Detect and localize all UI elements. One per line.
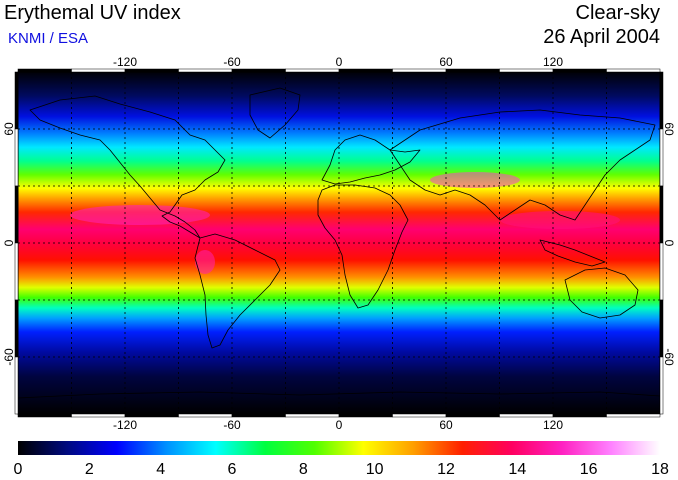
colorbar-tick-label: 18	[651, 461, 669, 478]
colorbar-tick-label: 6	[228, 461, 237, 478]
frame-segment	[14, 356, 19, 415]
map-title: Erythemal UV index	[4, 2, 181, 24]
frame-segment	[659, 71, 664, 130]
frame-segment	[14, 71, 19, 130]
lat-tick-label: 0	[2, 239, 16, 246]
frame-segment	[17, 413, 72, 418]
colorbar	[18, 441, 660, 455]
lat-tick-label: -60	[662, 348, 676, 366]
credit-label: KNMI / ESA	[8, 30, 89, 47]
frame-segment	[659, 128, 664, 187]
frame-segment	[659, 185, 664, 244]
frame-segment	[552, 68, 607, 73]
lon-ticks-bottom: -120 -60 0 60 120	[113, 418, 563, 432]
lon-tick-label: 0	[336, 418, 343, 432]
lon-tick-label: -60	[223, 55, 241, 69]
europe-outline	[321, 134, 421, 185]
colorbar-tick-label: 4	[156, 461, 165, 478]
lat-ticks-right: 60 0 -60	[662, 122, 676, 366]
colorbar-tick-label: 0	[14, 461, 23, 478]
colorbar-tick-label: 2	[85, 461, 94, 478]
lon-ticks-top: -120 -60 0 60 120	[113, 55, 563, 69]
frame-scale-top	[17, 68, 661, 73]
frame-segment	[71, 68, 126, 73]
colorbar-tick-label: 16	[580, 461, 598, 478]
frame-segment	[659, 356, 664, 415]
frame-scale-right	[659, 71, 664, 415]
lat-tick-label: 60	[2, 122, 16, 136]
frame-segment	[445, 413, 500, 418]
frame-segment	[606, 68, 661, 73]
frame-segment	[17, 68, 72, 73]
frame-segment	[392, 68, 447, 73]
lon-tick-label: 120	[543, 418, 563, 432]
colorbar-labels: 0 2 4 6 8 10 12 14 16 18	[14, 461, 669, 478]
frame-segment	[338, 68, 393, 73]
frame-segment	[178, 68, 233, 73]
frame-scale-left	[14, 71, 19, 415]
antarctica-outline	[18, 391, 660, 399]
frame-segment	[124, 413, 179, 418]
frame-segment	[392, 413, 447, 418]
greenland-outline	[249, 87, 301, 139]
australia-outline	[564, 267, 639, 319]
lon-tick-label: 60	[439, 55, 453, 69]
frame-segment	[178, 413, 233, 418]
south-america-outline	[194, 233, 281, 349]
lon-tick-label: -120	[113, 418, 137, 432]
indonesia-outline	[539, 239, 606, 267]
frame-segment	[285, 68, 340, 73]
frame-segment	[445, 68, 500, 73]
lon-tick-label: 60	[439, 418, 453, 432]
frame-segment	[552, 413, 607, 418]
lat-tick-label: -60	[2, 348, 16, 366]
north-america-outline	[29, 95, 226, 239]
frame-segment	[338, 413, 393, 418]
lat-tick-label: 0	[662, 240, 676, 247]
frame-segment	[499, 413, 554, 418]
frame-scale-bottom	[17, 413, 661, 418]
frame-segment	[659, 242, 664, 301]
frame-segment	[71, 413, 126, 418]
colorbar-tick-label: 14	[508, 461, 526, 478]
graticule	[18, 72, 660, 414]
frame-segment	[285, 413, 340, 418]
lon-tick-label: -120	[113, 55, 137, 69]
lon-tick-label: 0	[336, 55, 343, 69]
frame-segment	[14, 128, 19, 187]
frame-segment	[499, 68, 554, 73]
frame-segment	[606, 413, 661, 418]
lon-tick-label: 120	[543, 55, 563, 69]
colorbar-tick-label: 12	[437, 461, 455, 478]
frame-segment	[231, 68, 286, 73]
sky-condition-label: Clear-sky	[575, 2, 660, 24]
africa-outline	[317, 184, 409, 309]
frame-segment	[124, 68, 179, 73]
lon-tick-label: -60	[223, 418, 241, 432]
colorbar-tick-label: 10	[366, 461, 384, 478]
frame-segment	[14, 242, 19, 301]
lat-tick-label: 60	[662, 122, 676, 136]
asia-outline	[389, 109, 656, 221]
coastlines	[18, 87, 660, 399]
frame-segment	[231, 413, 286, 418]
date-label: 26 April 2004	[543, 26, 660, 48]
frame-segment	[14, 185, 19, 244]
lat-ticks-left: 60 0 -60	[2, 122, 16, 366]
colorbar-tick-label: 8	[299, 461, 308, 478]
